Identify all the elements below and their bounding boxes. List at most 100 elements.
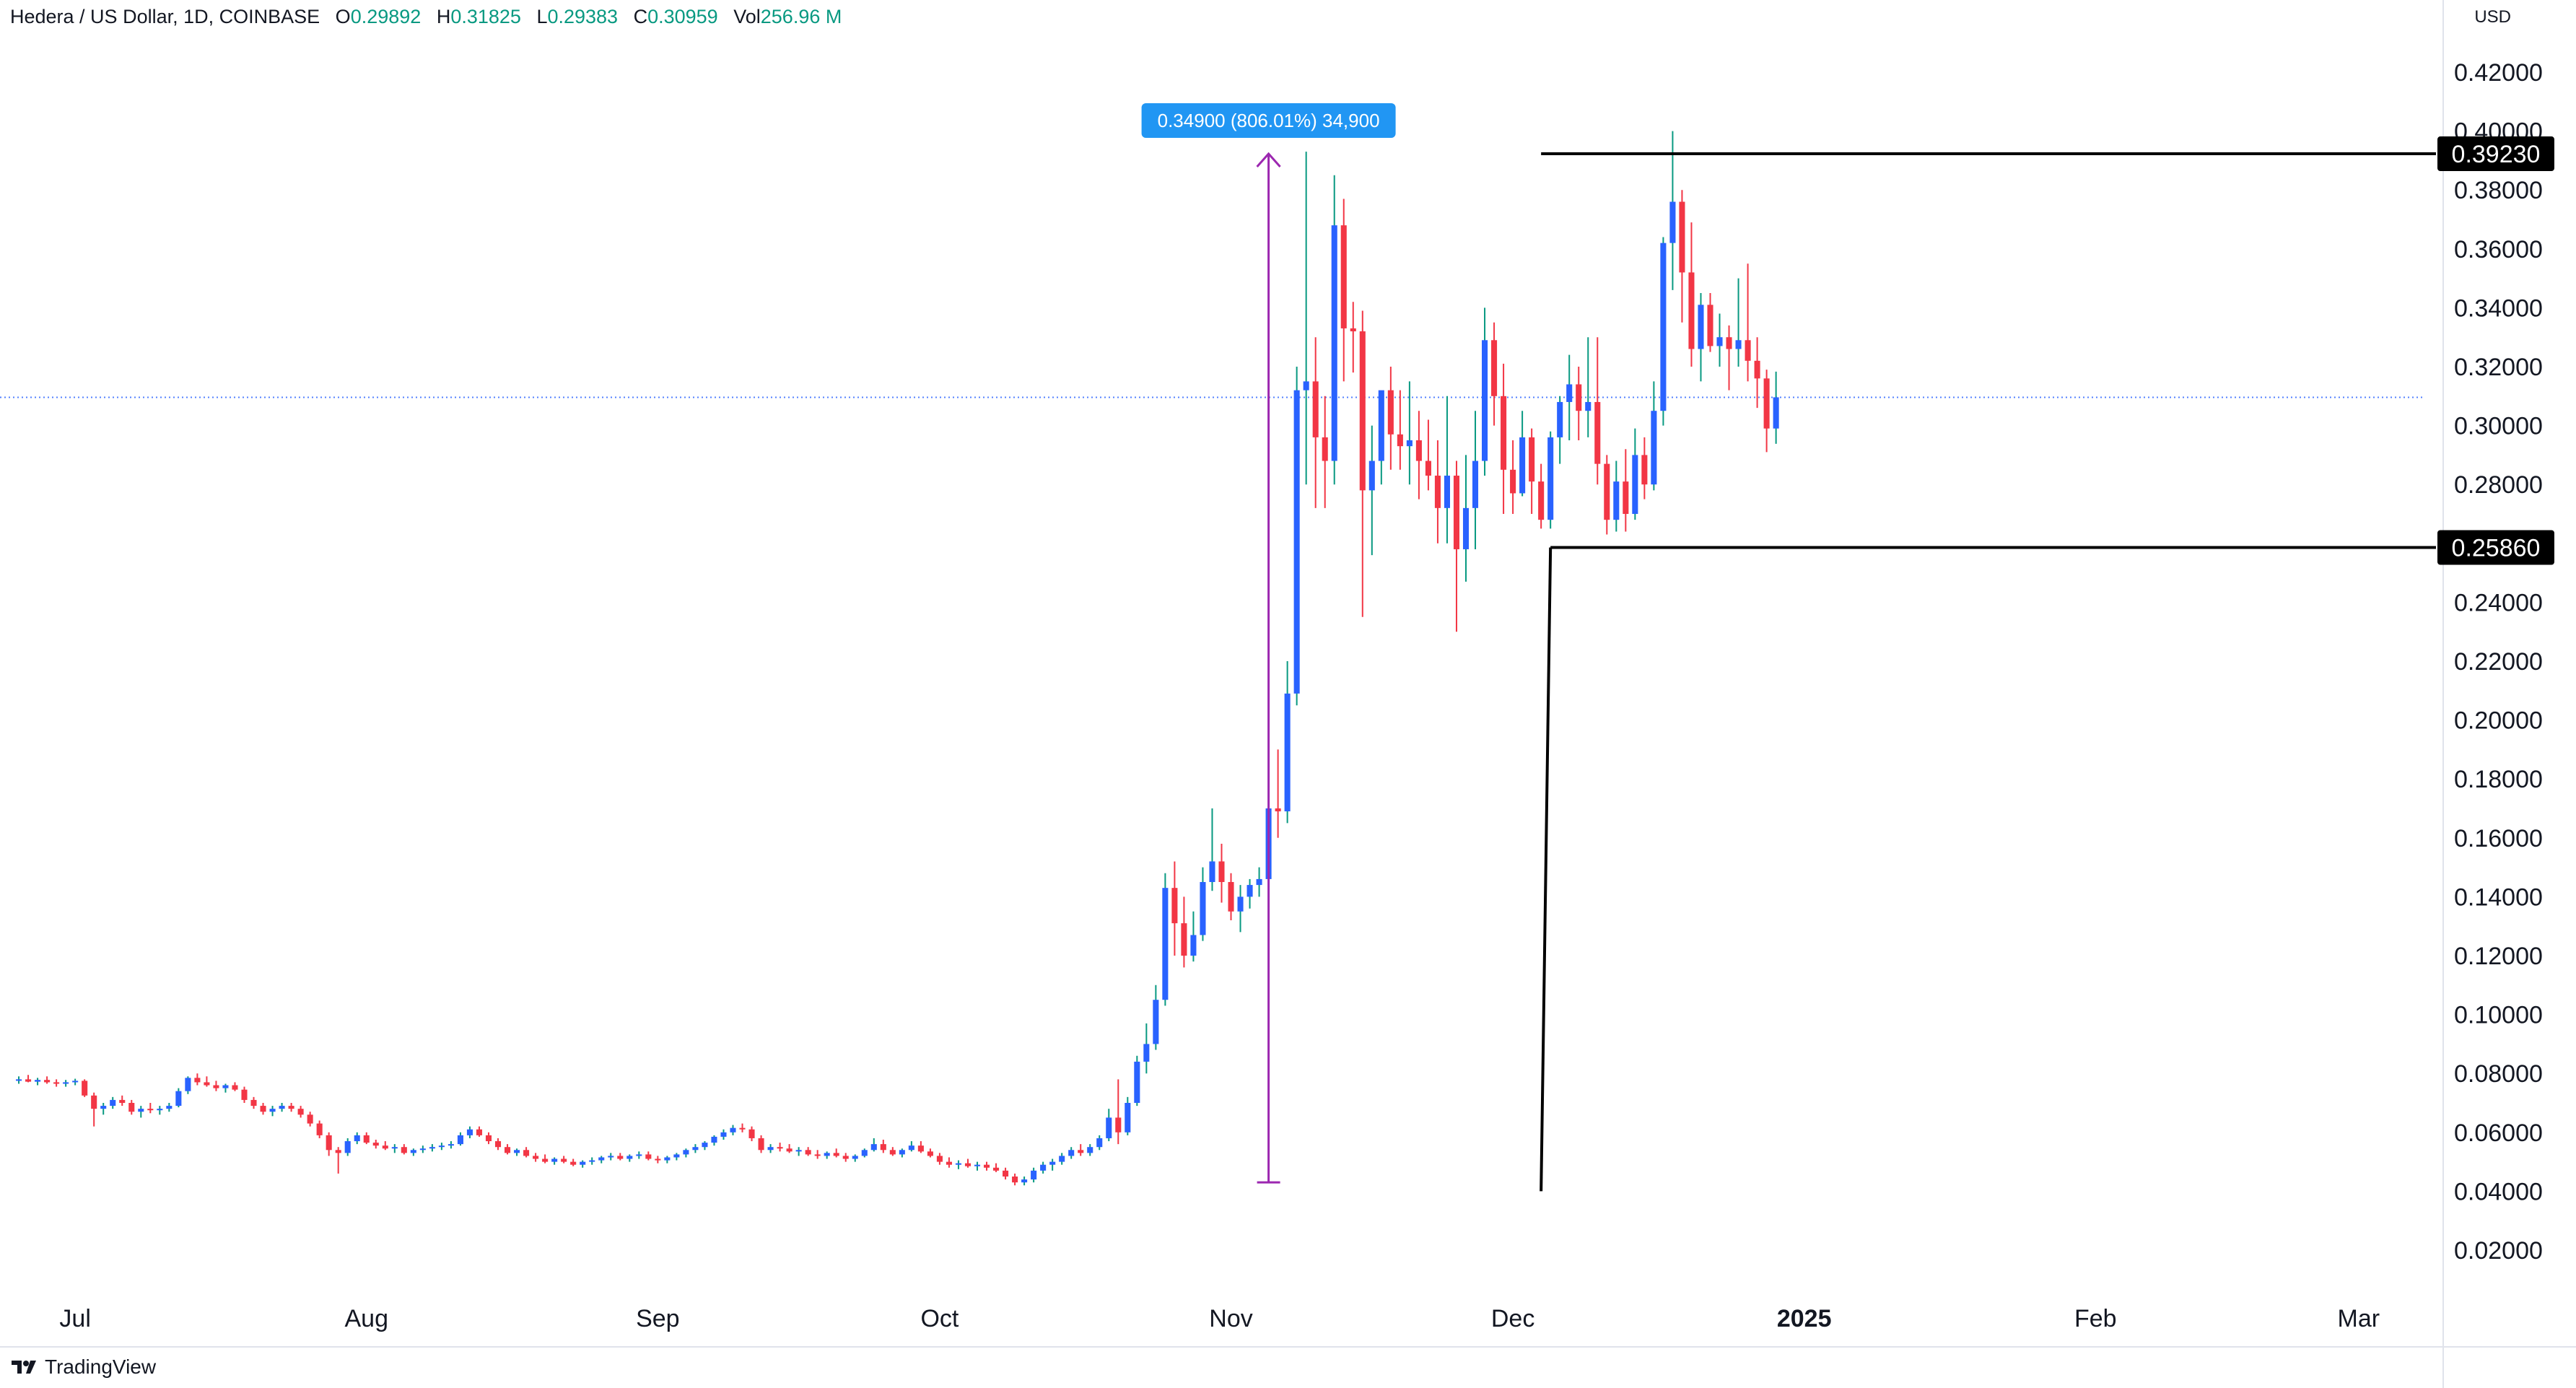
candle-body xyxy=(1096,1138,1103,1148)
candle xyxy=(1698,293,1704,382)
close-value: 0.30959 xyxy=(647,6,718,27)
candle xyxy=(1153,985,1159,1050)
candle xyxy=(1200,867,1206,941)
candle-body xyxy=(1735,340,1742,349)
candle-body xyxy=(598,1157,605,1161)
candle-body xyxy=(523,1150,530,1156)
tradingview-brand[interactable]: TradingView xyxy=(12,1356,156,1379)
candle-body xyxy=(1171,888,1178,924)
candle-body xyxy=(1453,475,1460,549)
candle-body xyxy=(889,1150,896,1155)
candle-body xyxy=(91,1095,97,1109)
candle xyxy=(608,1153,614,1161)
candle xyxy=(110,1096,116,1109)
candle xyxy=(91,1092,97,1127)
candle-body xyxy=(119,1099,126,1103)
candle-body xyxy=(53,1082,60,1084)
candle-body xyxy=(1237,896,1244,912)
candle xyxy=(739,1123,746,1132)
candle-body xyxy=(1510,469,1516,494)
candle-body xyxy=(128,1103,135,1112)
candle xyxy=(673,1153,680,1161)
candle-body xyxy=(758,1138,764,1151)
candle xyxy=(1303,152,1309,485)
candle-body xyxy=(1190,935,1197,956)
candle-body xyxy=(157,1109,163,1111)
candle-body xyxy=(1472,461,1479,508)
candle-body xyxy=(1021,1179,1028,1183)
candle xyxy=(1049,1158,1056,1171)
candle xyxy=(279,1103,285,1112)
candle-body xyxy=(307,1114,313,1124)
candle-body xyxy=(1444,475,1450,508)
candle-body xyxy=(1368,461,1375,491)
candle xyxy=(1387,367,1394,470)
candle xyxy=(720,1129,727,1140)
candle xyxy=(1425,419,1431,491)
candle-body xyxy=(852,1156,858,1159)
time-tick-label: Mar xyxy=(2338,1305,2380,1332)
candle-body xyxy=(608,1156,614,1158)
price-tick-label: 0.18000 xyxy=(2454,766,2543,793)
price-tag-box xyxy=(2437,530,2554,565)
candle-body xyxy=(1773,397,1779,429)
candle-body xyxy=(213,1085,219,1088)
candle xyxy=(53,1079,60,1087)
candle xyxy=(551,1157,558,1165)
candle-body xyxy=(476,1129,483,1135)
candle xyxy=(1566,354,1573,440)
candle xyxy=(1773,371,1779,444)
candle-body xyxy=(204,1082,210,1086)
time-tick-label: Sep xyxy=(636,1305,680,1332)
candle xyxy=(1143,1023,1150,1074)
candle-body xyxy=(100,1106,107,1109)
candle xyxy=(1059,1153,1065,1165)
currency-label[interactable]: USD xyxy=(2474,7,2511,27)
candle xyxy=(288,1103,294,1112)
candle xyxy=(447,1141,454,1149)
candle xyxy=(533,1153,539,1162)
candle-body xyxy=(138,1109,144,1112)
candle xyxy=(505,1144,511,1155)
candle-body xyxy=(1763,378,1770,429)
candle-body xyxy=(466,1129,473,1135)
candle-body xyxy=(44,1080,51,1083)
candle-body xyxy=(870,1144,877,1151)
candle-body xyxy=(1406,440,1413,447)
candle xyxy=(514,1148,520,1156)
candle-body xyxy=(1641,455,1648,485)
candle xyxy=(326,1132,332,1156)
candle-body xyxy=(147,1109,154,1111)
candle-body xyxy=(824,1153,830,1156)
candle xyxy=(72,1078,79,1086)
candle xyxy=(955,1160,961,1169)
candle-body xyxy=(1012,1177,1018,1183)
price-tick-label: 0.16000 xyxy=(2454,825,2543,852)
candle-body xyxy=(1218,861,1225,882)
candle-body xyxy=(767,1147,774,1151)
candle-body xyxy=(326,1135,332,1151)
candle-body xyxy=(1228,882,1234,912)
candle xyxy=(438,1143,445,1151)
candle xyxy=(44,1076,51,1084)
candle-body xyxy=(344,1141,351,1153)
candle xyxy=(870,1138,877,1152)
annotations-layer: 0.34900 (806.01%) 34,900 xyxy=(1141,103,2436,1192)
candle xyxy=(1444,396,1450,544)
volume-value: 256.96 M xyxy=(760,6,842,27)
candle-body xyxy=(551,1158,558,1162)
candle-body xyxy=(241,1089,248,1100)
candle xyxy=(1716,313,1723,367)
price-tick-label: 0.12000 xyxy=(2454,943,2543,970)
candle-body xyxy=(194,1078,201,1083)
candle-body xyxy=(1200,882,1206,935)
candle-body xyxy=(1651,411,1657,485)
price-axis[interactable]: 0.420000.400000.380000.360000.340000.320… xyxy=(2454,59,2543,1265)
candle-body xyxy=(655,1158,661,1161)
low-label: L xyxy=(536,6,548,27)
time-axis[interactable]: Jul Aug Sep Oct Nov Dec 2025 Feb Mar xyxy=(59,1305,2380,1332)
candle-body xyxy=(1576,384,1582,411)
candle-body xyxy=(617,1156,624,1159)
candle-body xyxy=(1669,201,1676,243)
